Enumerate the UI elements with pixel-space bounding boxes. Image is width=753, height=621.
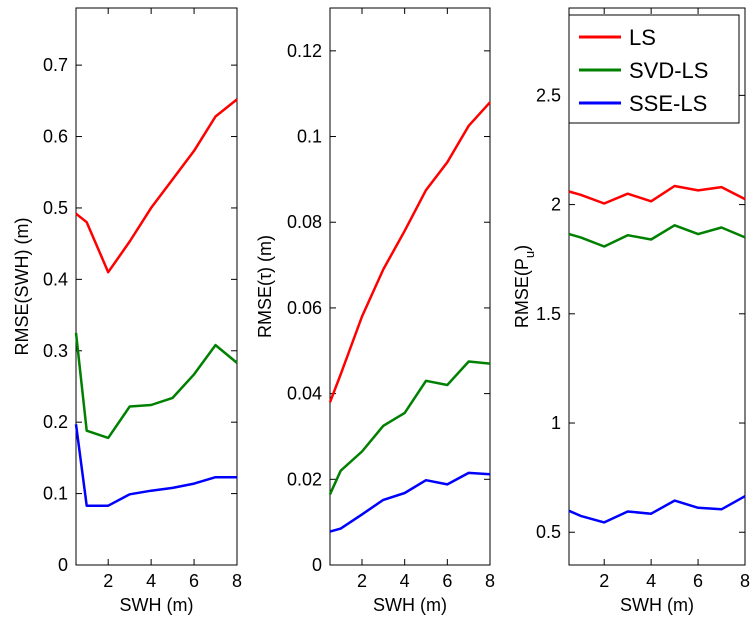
y-tick-label: 0 bbox=[312, 555, 322, 575]
series-line-ls bbox=[75, 98, 238, 274]
series-line-svd-ls bbox=[568, 224, 746, 248]
y-tick-label: 1.5 bbox=[536, 304, 561, 324]
y-axis-label-subscript: u bbox=[522, 251, 537, 258]
y-tick-label: 0 bbox=[58, 555, 68, 575]
y-tick-label: 0.5 bbox=[536, 522, 561, 542]
y-tick-label: 0.5 bbox=[43, 198, 68, 218]
y-axis-label: RMSE(SWH) (m) bbox=[12, 218, 32, 356]
y-axis-label-main: RMSE(P bbox=[512, 258, 532, 328]
y-tick-label: 1 bbox=[551, 413, 561, 433]
legend-label-sse-ls: SSE-LS bbox=[629, 91, 707, 116]
x-tick-label: 8 bbox=[740, 571, 750, 591]
x-tick-label: 4 bbox=[146, 571, 156, 591]
y-tick-label: 0.06 bbox=[287, 298, 322, 318]
x-axis-label: SWH (m) bbox=[373, 595, 447, 615]
series-line-sse-ls bbox=[568, 495, 746, 524]
x-tick-label: 2 bbox=[103, 571, 113, 591]
series-line-svd-ls bbox=[74, 332, 238, 440]
chart-panel-1: 2 4 6 8 0 0.1 0.2 0.3 0.4 0.5 0.6 0.7 SWH (m) RMSE(SW… bbox=[12, 7, 242, 615]
series-line-ls bbox=[568, 184, 746, 205]
x-tick-label: 4 bbox=[400, 571, 410, 591]
y-axis-label: RMSE(τ) (m) bbox=[255, 235, 275, 338]
series-line-svd-ls bbox=[328, 360, 491, 495]
x-tick-label: 2 bbox=[599, 571, 609, 591]
y-tick-label: 0.4 bbox=[43, 269, 68, 289]
y-tick-label: 0.7 bbox=[43, 55, 68, 75]
x-axis-label: SWH (m) bbox=[620, 595, 694, 615]
x-axis-label: SWH (m) bbox=[120, 595, 194, 615]
legend-label-ls: LS bbox=[629, 25, 656, 50]
plot-area bbox=[329, 7, 491, 566]
legend: LS SVD-LS SSE-LS bbox=[568, 14, 740, 124]
chart-panel-2: 2 4 6 8 0 0.02 0.04 0.06 0.08 0.1 0.12 SWH (m) RMSE(… bbox=[255, 7, 495, 615]
y-tick-label: 0.1 bbox=[43, 484, 68, 504]
plot-area bbox=[75, 7, 238, 566]
series-line-ls bbox=[328, 101, 491, 403]
y-tick-label: 0.2 bbox=[43, 412, 68, 432]
x-tick-label: 6 bbox=[693, 571, 703, 591]
series-line-sse-ls bbox=[74, 424, 237, 507]
x-tick-label: 6 bbox=[442, 571, 452, 591]
y-tick-label: 2.5 bbox=[536, 85, 561, 105]
legend-label-svd-ls: SVD-LS bbox=[629, 58, 708, 83]
x-tick-label: 8 bbox=[485, 571, 495, 591]
y-axis-label-end: ) bbox=[512, 245, 532, 251]
y-tick-label: 0.6 bbox=[43, 127, 68, 147]
x-tick-label: 2 bbox=[357, 571, 367, 591]
y-tick-label: 0.3 bbox=[43, 341, 68, 361]
y-tick-label: 0.1 bbox=[297, 127, 322, 147]
y-tick-label: 0.02 bbox=[287, 469, 322, 489]
x-tick-label: 4 bbox=[646, 571, 656, 591]
y-tick-label: 0.12 bbox=[287, 41, 322, 61]
series-line-sse-ls bbox=[329, 471, 491, 533]
y-tick-label: 0.08 bbox=[287, 212, 322, 232]
x-tick-label: 6 bbox=[189, 571, 199, 591]
y-tick-label: 2 bbox=[551, 195, 561, 215]
y-tick-label: 0.04 bbox=[287, 384, 322, 404]
y-axis-label: RMSE(Pu) bbox=[512, 245, 537, 328]
x-tick-label: 8 bbox=[232, 571, 242, 591]
